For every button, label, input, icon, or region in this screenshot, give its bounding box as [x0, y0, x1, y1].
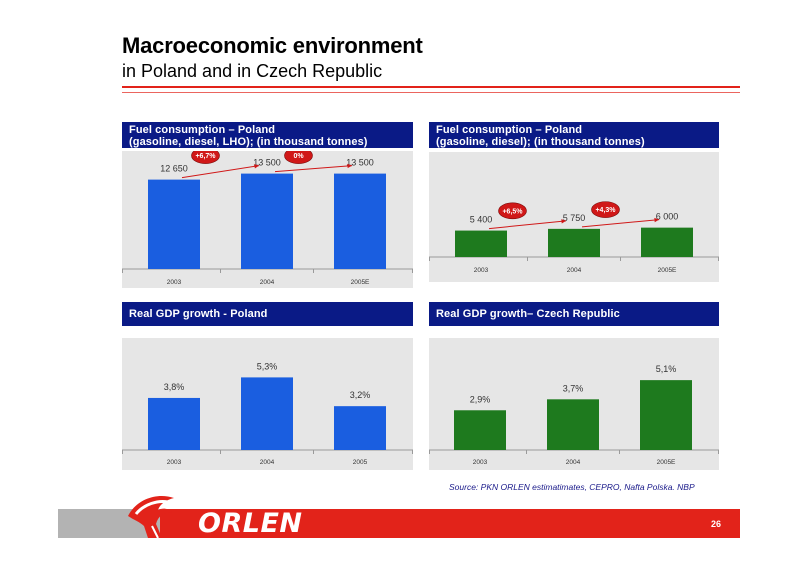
chart-area: 5 400 2003 5 750 2004 6 000 2005E +6,5% +4,3%: [429, 152, 719, 282]
source-note: Source: PKN ORLEN estimatimates, CEPRO, …: [449, 482, 695, 492]
arrow-head: [347, 163, 352, 169]
growth-label: +4,3%: [595, 207, 616, 214]
arrow-head: [561, 219, 566, 224]
panel-header: Fuel consumption – Poland (gasoline, die…: [122, 122, 413, 148]
data-label: 13 500: [253, 158, 281, 168]
x-tick-label: 2004: [260, 279, 275, 286]
growth-badge: [591, 201, 620, 218]
data-label: 2,9%: [470, 394, 491, 404]
chart-area: 2,9% 2003 3,7% 2004 5,1% 2005E: [429, 338, 719, 470]
x-tick-label: 2004: [260, 459, 275, 466]
bar-2003: [148, 397, 200, 450]
bar-2004: [241, 377, 293, 450]
x-tick-label: 2005E: [657, 459, 676, 466]
footer-accent: [160, 509, 740, 538]
panel-title: Real GDP growth - Poland: [129, 308, 268, 320]
data-label: 5,1%: [656, 364, 677, 374]
arrow-head: [254, 164, 259, 169]
data-label: 12 650: [160, 164, 188, 174]
bar-2005: [334, 406, 386, 450]
data-label: 5 750: [563, 213, 586, 223]
page-subtitle: in Poland and in Czech Republic: [122, 61, 383, 81]
data-label: 3,8%: [164, 382, 185, 392]
page-number: 26: [711, 519, 722, 529]
panel-fuel-poland-lho: Fuel consumption – Poland (gasoline, die…: [122, 122, 413, 288]
growth-arrow: [581, 219, 660, 228]
bar-2003: [455, 230, 507, 257]
data-label: 6 000: [656, 212, 679, 222]
data-label: 3,7%: [563, 383, 584, 393]
data-label: 5,3%: [257, 361, 278, 371]
title-rule-thin: [122, 92, 740, 93]
bar-2005E: [334, 173, 386, 269]
growth-arrow: [274, 165, 353, 173]
growth-label: +6,5%: [502, 208, 523, 215]
bar-2003: [454, 410, 506, 450]
growth-badge: [191, 151, 220, 164]
x-tick-label: 2005E: [351, 279, 370, 286]
chart-area: 3,8% 2003 5,3% 2004 3,2% 2005: [122, 338, 413, 470]
arrow-head: [654, 217, 659, 223]
panel-title: Fuel consumption – Poland: [129, 124, 276, 136]
panel-header: Real GDP growth– Czech Republic: [429, 302, 719, 326]
chart-svg: 5 400 2003 5 750 2004 6 000 2005E +6,5% +4,3%: [429, 201, 719, 274]
title-rule: [122, 86, 740, 88]
x-tick-label: 2003: [473, 459, 488, 466]
x-tick-label: 2005E: [658, 267, 677, 274]
data-label: 3,2%: [350, 390, 371, 400]
panel-gdp-czech: Real GDP growth– Czech Republic 2,9% 2003…: [429, 302, 719, 470]
data-label: 5 400: [470, 215, 493, 225]
x-tick-label: 2004: [566, 459, 581, 466]
chart-area: 12 650 2003 13 500 2004 13 500 2005E +6,7% 0%: [122, 151, 413, 288]
x-tick-label: 2003: [167, 279, 182, 286]
panel-header: Fuel consumption – Poland (gasoline, die…: [429, 122, 719, 148]
bar-2004: [241, 173, 293, 269]
panel-subtitle: (gasoline, diesel); (in thousand tonnes): [436, 136, 645, 148]
bar-2003: [148, 179, 200, 269]
panel-title: Real GDP growth– Czech Republic: [436, 308, 620, 320]
bar-2005E: [640, 380, 692, 450]
growth-badge: [498, 202, 527, 220]
growth-badge: [284, 151, 313, 164]
x-tick-label: 2003: [474, 267, 489, 274]
panel-gdp-poland: Real GDP growth - Poland 3,8% 2003 5,3% 200…: [122, 302, 413, 470]
x-tick-label: 2004: [567, 267, 582, 274]
chart-svg: 2,9% 2003 3,7% 2004 5,1% 2005E: [429, 364, 719, 466]
x-tick-label: 2005: [353, 459, 368, 466]
growth-label: +6,7%: [195, 153, 216, 160]
page-title: Macroeconomic environment: [122, 33, 423, 58]
chart-svg: 3,8% 2003 5,3% 2004 3,2% 2005: [122, 361, 413, 466]
orlen-eagle-logo-icon: [128, 496, 174, 538]
logo-wordmark: ORLEN: [198, 508, 303, 539]
panel-header: Real GDP growth - Poland: [122, 302, 413, 326]
growth-label: 0%: [293, 153, 304, 160]
bar-2005E: [641, 227, 693, 257]
panel-title: Fuel consumption – Poland: [436, 124, 583, 136]
growth-arrow: [181, 165, 260, 179]
panel-fuel-poland: Fuel consumption – Poland (gasoline, die…: [429, 122, 719, 282]
chart-svg: 12 650 2003 13 500 2004 13 500 2005E +6,7% 0%: [122, 151, 413, 286]
growth-arrow: [488, 220, 567, 230]
bar-2004: [547, 399, 599, 450]
x-tick-label: 2003: [167, 459, 182, 466]
data-label: 13 500: [346, 158, 374, 168]
panel-subtitle: (gasoline, diesel, LHO); (in thousand to…: [129, 136, 368, 148]
bar-2004: [548, 228, 600, 257]
